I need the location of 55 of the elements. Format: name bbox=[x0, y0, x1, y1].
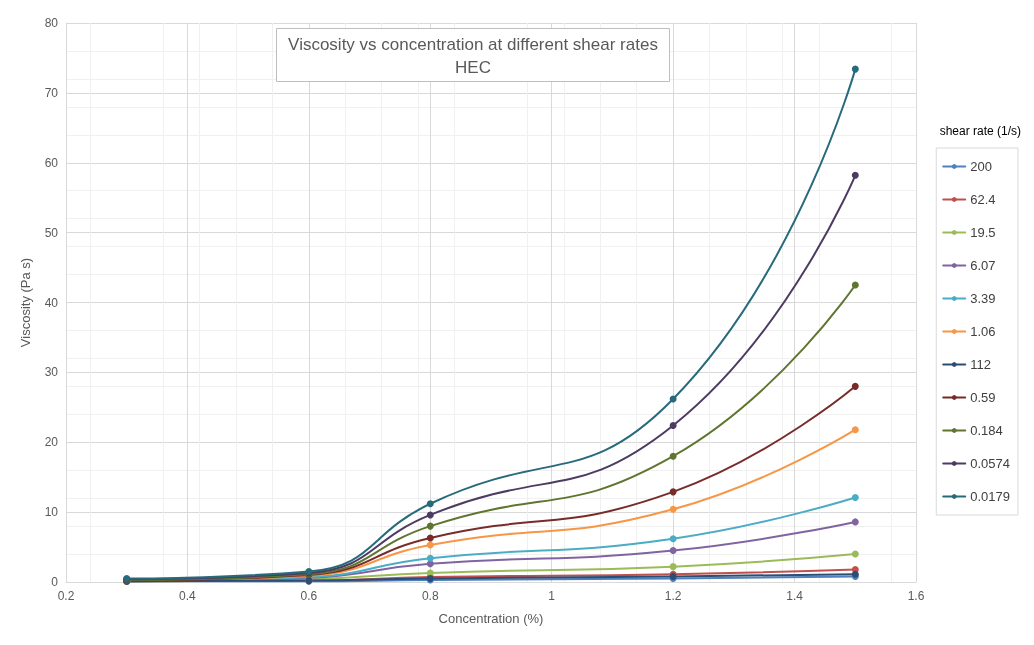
point bbox=[851, 426, 859, 434]
point bbox=[426, 511, 434, 519]
point bbox=[851, 493, 859, 501]
point bbox=[851, 281, 859, 289]
point bbox=[851, 518, 859, 526]
x-tick-label: 0.8 bbox=[421, 589, 439, 603]
point bbox=[426, 500, 434, 508]
point bbox=[669, 488, 677, 496]
x-tick-label: 0.6 bbox=[300, 589, 318, 603]
y-tick-label: 0 bbox=[51, 575, 59, 589]
legend-label: 112 bbox=[970, 357, 991, 372]
y-tick-label: 60 bbox=[44, 155, 59, 170]
point bbox=[669, 505, 677, 513]
y-tick-label: 80 bbox=[44, 16, 59, 30]
point bbox=[669, 563, 677, 571]
point bbox=[669, 452, 677, 460]
x-tick-label: 1.4 bbox=[786, 589, 804, 603]
x-tick-label: 1.2 bbox=[664, 589, 682, 603]
x-tick-label: 0.2 bbox=[57, 589, 75, 603]
point bbox=[851, 382, 859, 390]
point bbox=[851, 171, 859, 179]
point bbox=[426, 534, 434, 542]
point bbox=[669, 535, 677, 543]
legend-label: 1.06 bbox=[970, 324, 996, 339]
legend-label: 0.59 bbox=[970, 390, 996, 405]
legend-label: 62.4 bbox=[970, 192, 996, 207]
legend-label: 200 bbox=[970, 159, 992, 174]
text: Viscosity vs concentration at different shear rates bbox=[288, 35, 658, 54]
point bbox=[851, 65, 859, 73]
point bbox=[851, 550, 859, 558]
point bbox=[669, 547, 677, 555]
point bbox=[426, 554, 434, 562]
y-tick-label: 50 bbox=[44, 225, 59, 240]
text: HEC bbox=[455, 58, 491, 77]
y-axis-title: Viscosity (Pa s) bbox=[18, 257, 33, 348]
legend-title: shear rate (1/s) bbox=[939, 124, 1022, 138]
point bbox=[669, 421, 677, 429]
legend-label: 0.0574 bbox=[970, 456, 1010, 471]
point bbox=[669, 395, 677, 403]
legend-label: 0.0179 bbox=[970, 489, 1010, 504]
x-axis-title: Concentration (%) bbox=[438, 611, 544, 626]
legend-label: 19.5 bbox=[970, 225, 996, 240]
y-tick-label: 20 bbox=[44, 435, 59, 450]
y-tick-label: 70 bbox=[44, 85, 59, 100]
x-tick-label: 1 bbox=[548, 589, 556, 603]
point bbox=[426, 522, 434, 530]
y-tick-label: 40 bbox=[44, 295, 59, 310]
y-tick-label: 10 bbox=[44, 505, 59, 520]
point bbox=[426, 541, 434, 549]
legend-label: 0.184 bbox=[970, 423, 1003, 438]
legend-label: 3.39 bbox=[970, 291, 996, 306]
y-tick-label: 30 bbox=[44, 365, 59, 380]
x-tick-label: 1.6 bbox=[907, 589, 925, 603]
legend-label: 6.07 bbox=[970, 258, 996, 273]
x-tick-label: 0.4 bbox=[179, 589, 197, 603]
